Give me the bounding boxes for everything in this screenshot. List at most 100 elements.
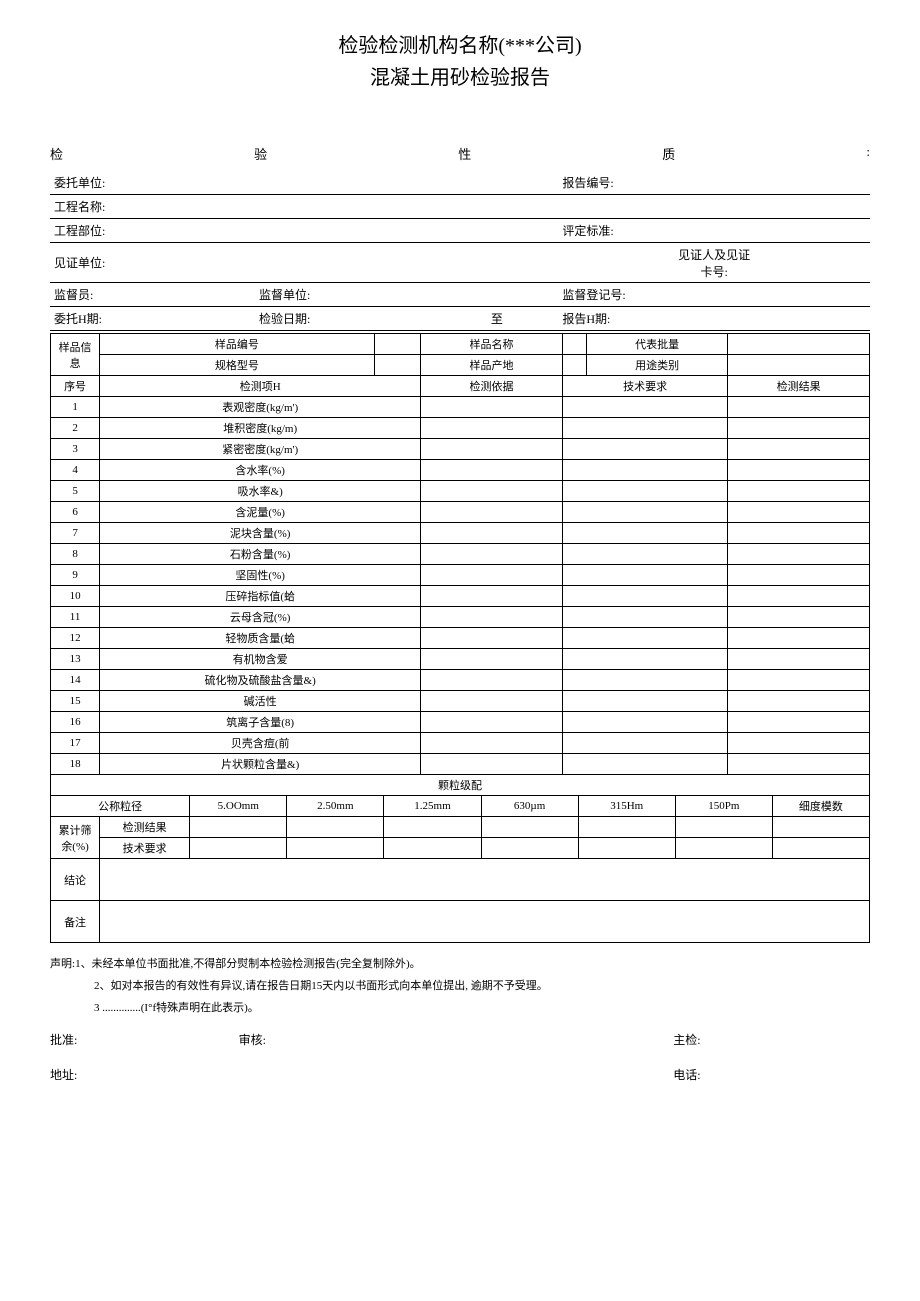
- grading-cell: [190, 817, 287, 838]
- conclusion-cell: [100, 859, 870, 901]
- note-line: 声明:1、未经本单位书面批准,不得部分熨制本检验检测报告(完全复制除外)。: [50, 953, 870, 975]
- sample-cell: [562, 334, 586, 355]
- note-line: 3 ..............(I°f特殊声明在此表示)。: [50, 997, 870, 1019]
- grading-cell: [578, 838, 675, 859]
- req-cell: [562, 649, 728, 670]
- req-cell: [562, 544, 728, 565]
- seq-cell: 8: [51, 544, 100, 565]
- grading-title-row: 颗粒级配: [51, 775, 870, 796]
- col-basis: 检测依据: [421, 376, 563, 397]
- header-row: 工程部位: 评定标准:: [50, 219, 870, 243]
- result-cell: [728, 733, 870, 754]
- grading-cell: [772, 838, 869, 859]
- sample-cell: [728, 334, 870, 355]
- item-name-cell: 贝壳含痘(前: [100, 733, 421, 754]
- basis-cell: [421, 628, 563, 649]
- grading-cell: [481, 838, 578, 859]
- item-name-cell: 坚固性(%): [100, 565, 421, 586]
- test-item-row: 11云母含冠(%): [51, 607, 870, 628]
- test-item-row: 10压碎指标值(蛤: [51, 586, 870, 607]
- header-row: 见证单位:见证人及见证卡号:: [50, 243, 870, 283]
- sample-cell: 样品产地: [421, 355, 563, 376]
- req-cell: [562, 397, 728, 418]
- basis-cell: [421, 754, 563, 775]
- test-item-row: 4含水率(%): [51, 460, 870, 481]
- header-cell: 监督登记号:: [558, 284, 870, 305]
- header-label: 工程部位:: [54, 222, 105, 239]
- seq-cell: 10: [51, 586, 100, 607]
- sample-cell: [374, 355, 421, 376]
- sample-info-row: 样品信息样品编号样品名称代表批量: [51, 334, 870, 355]
- result-cell: [728, 460, 870, 481]
- req-cell: [562, 754, 728, 775]
- result-cell: [728, 544, 870, 565]
- req-cell: [562, 502, 728, 523]
- item-name-cell: 筑离子含量(8): [100, 712, 421, 733]
- header-row: 监督员:监督单位:监督登记号:: [50, 283, 870, 307]
- req-cell: [562, 628, 728, 649]
- title-block: 检验检测机构名称(***公司) 混凝土用砂检验报告: [50, 30, 870, 94]
- nominal-size-label: 公称粒径: [51, 796, 190, 817]
- sample-cell: [562, 355, 586, 376]
- size-col: 1.25mm: [384, 796, 481, 817]
- result-cell: [728, 523, 870, 544]
- header-label: 见证人及见证卡号:: [562, 246, 866, 280]
- seq-cell: 17: [51, 733, 100, 754]
- remarks-cell: [100, 901, 870, 943]
- result-cell: [728, 754, 870, 775]
- header-cell: 评定标准:: [558, 220, 870, 241]
- grading-table: 颗粒级配公称粒径5.OOmm2.50mm1.25mm630µm315Hm150P…: [50, 775, 870, 943]
- report-title: 混凝土用砂检验报告: [50, 62, 870, 94]
- item-name-cell: 吸水率&): [100, 481, 421, 502]
- remarks-label: 备注: [51, 901, 100, 943]
- test-item-row: 15碱活性: [51, 691, 870, 712]
- size-col: 5.OOmm: [190, 796, 287, 817]
- item-name-cell: 含泥量(%): [100, 502, 421, 523]
- seq-cell: 3: [51, 439, 100, 460]
- header-label: 委托单位:: [54, 174, 105, 191]
- grading-cell: [675, 838, 772, 859]
- test-item-row: 6含泥量(%): [51, 502, 870, 523]
- spread-char: 质: [662, 144, 675, 163]
- seq-cell: 1: [51, 397, 100, 418]
- conclusion-row: 结论: [51, 859, 870, 901]
- sub-label: 检测结果: [100, 817, 190, 838]
- conclusion-label: 结论: [51, 859, 100, 901]
- req-cell: [562, 523, 728, 544]
- result-cell: [728, 649, 870, 670]
- header-cell: 监督单位:: [255, 284, 558, 305]
- header-label: 报告H期:: [562, 310, 610, 327]
- grading-cell: [287, 838, 384, 859]
- header-row: 委托H期:检验日期: 至报告H期:: [50, 307, 870, 331]
- spread-char: 检: [50, 144, 63, 163]
- grading-cell: [578, 817, 675, 838]
- grading-cell: [481, 817, 578, 838]
- grading-header-row: 公称粒径5.OOmm2.50mm1.25mm630µm315Hm150Pm细度模…: [51, 796, 870, 817]
- req-cell: [562, 691, 728, 712]
- basis-cell: [421, 649, 563, 670]
- result-cell: [728, 607, 870, 628]
- sample-cell: 代表批量: [586, 334, 728, 355]
- seq-cell: 16: [51, 712, 100, 733]
- header-row: 工程名称:: [50, 195, 870, 219]
- review-label: 审核:: [239, 1031, 266, 1048]
- basis-cell: [421, 733, 563, 754]
- col-item: 检测项H: [100, 376, 421, 397]
- sample-cell: 用途类别: [586, 355, 728, 376]
- result-cell: [728, 712, 870, 733]
- header-row: 委托单位:报告编号:: [50, 171, 870, 195]
- basis-cell: [421, 586, 563, 607]
- seq-cell: 6: [51, 502, 100, 523]
- header-label: 检验日期:: [259, 310, 310, 327]
- header-cell: 至: [435, 308, 558, 329]
- seq-cell: 7: [51, 523, 100, 544]
- test-item-row: 7泥块含量(%): [51, 523, 870, 544]
- header-cell: 委托H期:: [50, 308, 255, 329]
- req-cell: [562, 418, 728, 439]
- test-item-row: 12轻物质含量(蛤: [51, 628, 870, 649]
- header-cell: 见证单位:: [50, 252, 558, 273]
- sample-cell: [728, 355, 870, 376]
- req-cell: [562, 712, 728, 733]
- basis-cell: [421, 481, 563, 502]
- grading-cell: [384, 817, 481, 838]
